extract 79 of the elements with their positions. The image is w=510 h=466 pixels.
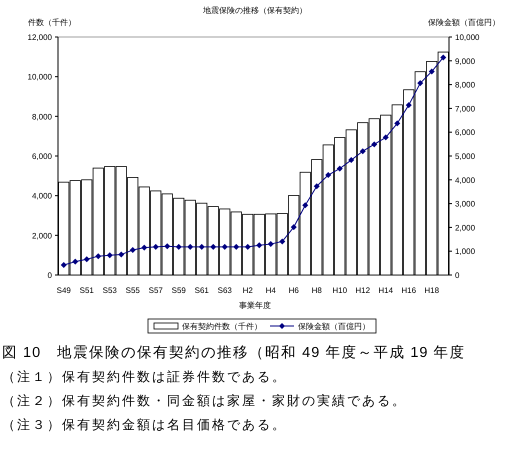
chart-title: 地震保険の推移（保有契約） (202, 6, 307, 15)
x-tick-label: H16 (401, 286, 417, 295)
text: （注１）保有契約件数は証券件数である。 (2, 369, 287, 384)
point (417, 80, 424, 86)
y-tick-label: 4,000 (32, 192, 53, 201)
y2-tick-label: 3,000 (455, 200, 476, 209)
y-tick-label: 2,000 (32, 231, 53, 240)
point (60, 262, 67, 268)
x-tick-label: H4 (266, 286, 276, 295)
x-tick-label: H18 (424, 286, 440, 295)
y-tick-label: 12,000 (28, 33, 53, 42)
point (256, 242, 262, 248)
x-tick-label: S55 (126, 286, 140, 295)
legend-label: 保険金額（百億円） (298, 322, 370, 331)
x-axis-title: 事業年度 (239, 301, 271, 310)
y2-tick-label: 1,000 (455, 247, 476, 256)
text: （注３）保有契約金額は名目価格である。 (2, 417, 287, 432)
point (371, 141, 378, 148)
y-tick-label: 10,000 (28, 72, 53, 82)
x-tick-label: S49 (56, 286, 72, 295)
y2-tick-label: 6,000 (455, 128, 476, 138)
x-tick-label: S57 (148, 286, 164, 295)
point (222, 244, 228, 250)
x-tick-label: H12 (355, 286, 371, 295)
point (279, 238, 286, 244)
y2-tick-label: 4,000 (455, 176, 476, 185)
y2-axis-title: 保険金額（百億円） (428, 18, 500, 27)
x-tick-label: H2 (242, 286, 254, 295)
point (118, 252, 124, 258)
point (106, 252, 113, 258)
point (325, 172, 332, 178)
point (130, 247, 136, 254)
point (176, 244, 182, 250)
y2-tick-label: 10,000 (455, 33, 480, 42)
caption: 図 10 地震保険の保有契約の推移（昭和 49 年度～平成 19 年度 (2, 344, 466, 361)
point (95, 253, 102, 260)
point (348, 157, 354, 164)
x-tick-label: S61 (194, 286, 210, 295)
y2-tick-label: 7,000 (455, 104, 476, 114)
y2-tick-label: 9,000 (455, 56, 476, 66)
x-tick-label: S51 (80, 286, 94, 295)
point (406, 102, 412, 108)
point (336, 166, 343, 172)
point (290, 224, 297, 230)
x-tick-label: S59 (172, 286, 186, 295)
y-axis-title: 件数（千件） (28, 18, 76, 27)
point (382, 134, 389, 140)
x-tick-label: H6 (288, 286, 300, 295)
x-tick-label: H8 (312, 286, 322, 295)
point (440, 54, 446, 60)
x-tick-label: S63 (218, 286, 232, 295)
x-tick-label: S53 (102, 286, 118, 295)
legend-label: 保有契約件数（千件） (182, 322, 262, 331)
point (302, 202, 308, 208)
y2-tick-label: 5,000 (455, 152, 476, 161)
point (72, 258, 78, 265)
point (210, 244, 216, 250)
point (84, 256, 90, 262)
y2-tick-label: 0 (455, 271, 460, 280)
point (314, 183, 320, 190)
point (164, 243, 170, 250)
point (360, 148, 366, 154)
point (187, 244, 194, 250)
x-tick-label: H10 (332, 286, 348, 295)
point (394, 120, 400, 126)
point (428, 68, 435, 75)
y-tick-label: 0 (48, 271, 53, 280)
point (152, 244, 159, 250)
point (233, 244, 240, 250)
point (244, 244, 251, 250)
y-tick-label: 8,000 (32, 112, 53, 122)
point (198, 244, 205, 250)
point (141, 244, 148, 251)
point (268, 241, 274, 248)
y2-tick-label: 2,000 (455, 223, 476, 232)
y-tick-label: 6,000 (32, 152, 53, 161)
y2-tick-label: 8,000 (455, 80, 476, 90)
x-tick-label: H14 (378, 286, 394, 295)
text: （注２）保有契約件数・同金額は家屋・家財の実績である。 (2, 393, 407, 408)
